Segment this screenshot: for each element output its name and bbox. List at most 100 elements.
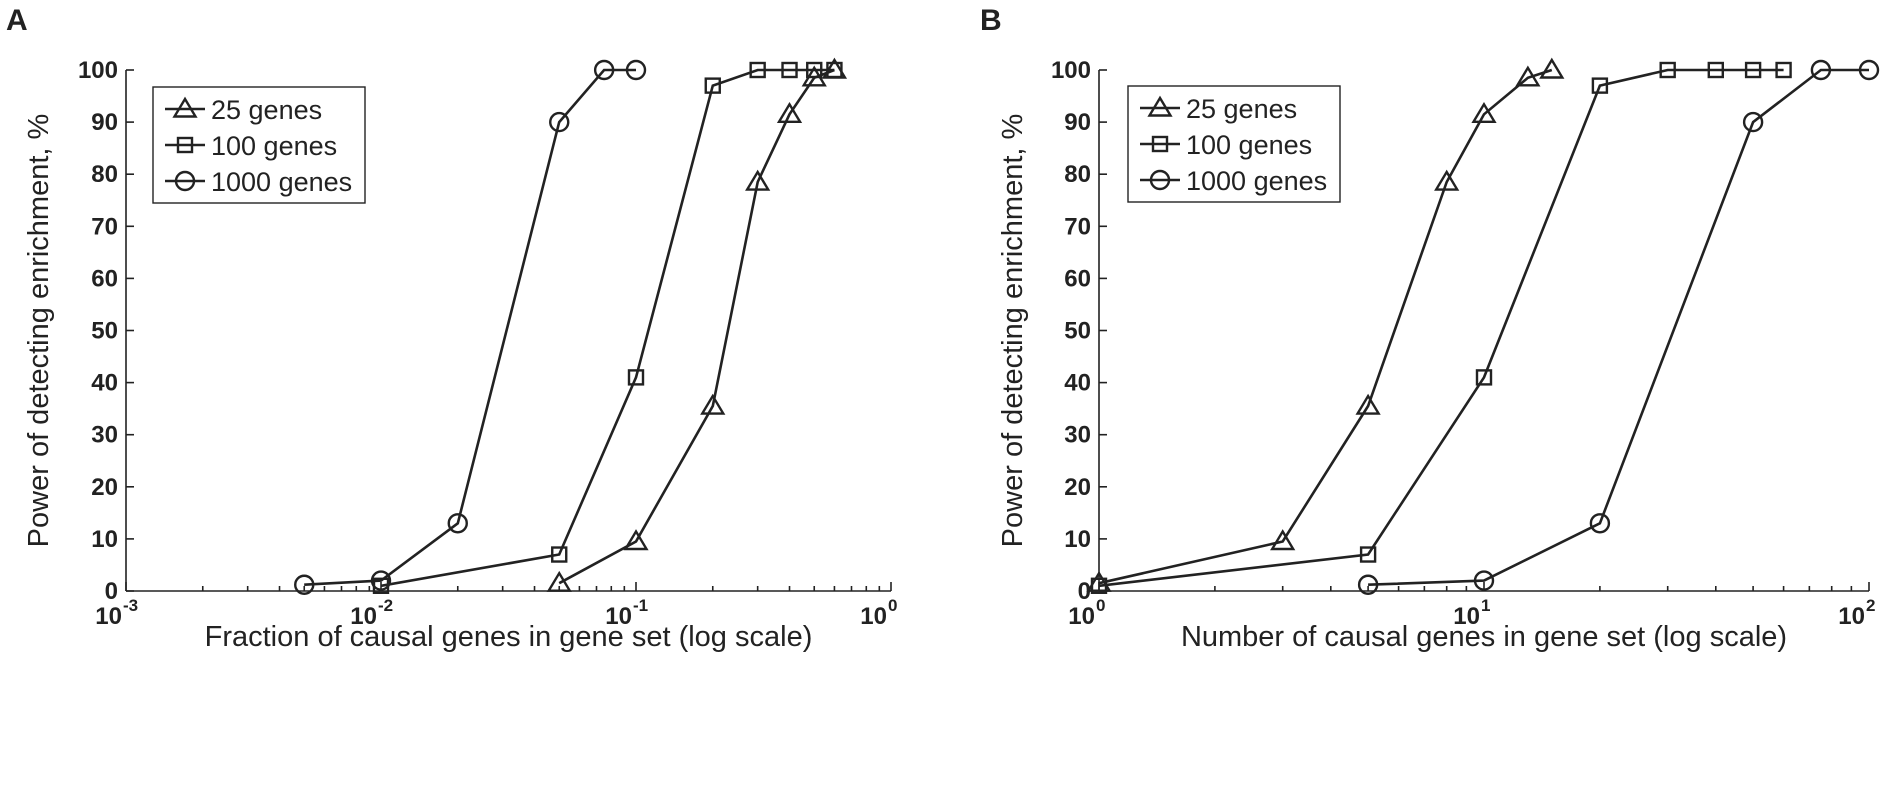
- data-point-circle: [1357, 574, 1379, 595]
- data-point-triangle: [1515, 65, 1541, 87]
- y-tick-label: 100: [78, 57, 118, 84]
- series-square: [1090, 61, 1792, 594]
- data-point-square: [627, 369, 645, 386]
- data-point-square: [1359, 546, 1377, 563]
- data-point-triangle: [1471, 101, 1497, 123]
- legend-label: 1000 genes: [1186, 166, 1327, 196]
- y-tick-label: 30: [91, 422, 118, 449]
- y-tick-label: 40: [91, 370, 118, 397]
- data-point-circle: [1810, 59, 1832, 81]
- y-axis-label: Power of detecting enrichment, %: [23, 114, 55, 548]
- data-point-triangle: [700, 393, 726, 415]
- y-axis-label: Power of detecting enrichment, %: [997, 114, 1029, 548]
- data-point-circle: [370, 570, 392, 591]
- x-tick-label-base: 10: [860, 603, 887, 630]
- legend-marker-triangle: [1147, 95, 1173, 117]
- legend-marker-square: [1151, 135, 1169, 153]
- data-point-triangle: [1086, 570, 1112, 592]
- legend-marker-square: [176, 136, 194, 154]
- data-point-circle: [625, 59, 647, 81]
- data-point-triangle: [776, 101, 803, 123]
- x-tick-label-base: 10: [1453, 603, 1480, 630]
- legend-label: 1000 genes: [211, 167, 352, 197]
- y-tick-label: 20: [91, 474, 118, 501]
- x-tick-label-base: 10: [1838, 603, 1865, 630]
- data-point-triangle: [623, 529, 649, 551]
- series-triangle: [546, 57, 848, 592]
- data-point-square: [826, 61, 843, 79]
- x-tick-label-exponent: 0: [1096, 596, 1105, 615]
- data-point-square: [1775, 61, 1792, 79]
- y-tick-label: 0: [105, 578, 118, 605]
- y-tick-label: 10: [91, 526, 118, 553]
- legend-label: 100 genes: [1186, 130, 1312, 160]
- x-tick-label-exponent: 1: [1481, 596, 1490, 615]
- y-tick-label: 20: [1064, 474, 1091, 501]
- y-tick-label: 10: [1064, 526, 1091, 553]
- legend: 25 genes 100 genes 1000 genes: [152, 86, 366, 204]
- x-tick-label-base: 10: [350, 603, 377, 630]
- x-tick-label-base: 10: [95, 603, 122, 630]
- data-point-triangle: [745, 169, 771, 191]
- y-tick-label: 40: [1064, 370, 1091, 397]
- panel-letter: B: [980, 4, 1002, 37]
- data-point-square: [1591, 77, 1609, 94]
- series-square: [372, 61, 843, 594]
- x-axis-label: Fraction of causal genes in gene set (lo…: [205, 621, 813, 653]
- data-point-square: [749, 61, 766, 79]
- data-point-square: [704, 77, 721, 94]
- legend-label: 100 genes: [211, 131, 337, 161]
- data-point-square: [1744, 61, 1762, 79]
- series-line: [304, 68, 636, 586]
- y-tick-label: 50: [1064, 318, 1091, 345]
- y-tick-label: 60: [1064, 265, 1091, 292]
- series-circle: [1357, 59, 1880, 595]
- series-line: [380, 68, 835, 588]
- x-tick-label-exponent: 0: [888, 596, 897, 615]
- data-point-square: [1659, 61, 1676, 79]
- data-point-triangle: [1270, 529, 1296, 551]
- data-point-square: [806, 61, 823, 79]
- legend-label: 25 genes: [211, 95, 322, 125]
- series-line: [1368, 68, 1869, 586]
- x-tick-label-exponent: -1: [633, 596, 648, 615]
- x-tick-label-exponent: 2: [1866, 596, 1875, 615]
- series-triangle: [1086, 57, 1565, 592]
- data-point-circle: [1473, 570, 1495, 591]
- y-tick-label: 80: [1064, 161, 1091, 188]
- y-tick-label: 30: [1064, 422, 1091, 449]
- data-point-square: [1090, 577, 1108, 594]
- legend-marker-triangle: [172, 96, 198, 118]
- data-point-triangle: [546, 570, 572, 592]
- series-line: [1098, 68, 1553, 585]
- data-point-square: [1475, 369, 1493, 386]
- legend-marker-circle: [174, 170, 196, 192]
- y-tick-label: 70: [91, 213, 118, 240]
- y-tick-label: 60: [91, 265, 118, 292]
- y-tick-label: 90: [91, 109, 118, 136]
- data-point-circle: [447, 513, 468, 534]
- x-tick-label-base: 10: [1068, 603, 1095, 630]
- x-tick-label-exponent: -3: [123, 596, 138, 615]
- data-point-square: [1707, 61, 1724, 79]
- y-tick-label: 70: [1064, 213, 1091, 240]
- y-tick-label: 80: [91, 161, 118, 188]
- data-point-circle: [1858, 59, 1880, 81]
- y-tick-label: 100: [1051, 57, 1091, 84]
- data-point-circle: [593, 59, 615, 81]
- legend: 25 genes 100 genes 1000 genes: [1127, 85, 1341, 203]
- data-point-circle: [1589, 513, 1611, 534]
- x-tick-label-base: 10: [605, 603, 632, 630]
- series-circle: [294, 59, 647, 595]
- data-point-triangle: [1434, 169, 1460, 191]
- legend-marker-circle: [1149, 169, 1171, 191]
- data-point-triangle: [1355, 393, 1381, 415]
- x-tick-label-exponent: -2: [378, 596, 393, 615]
- data-point-circle: [1742, 111, 1764, 133]
- data-point-square: [551, 546, 568, 563]
- legend-label: 25 genes: [1186, 94, 1297, 124]
- panel-letter: A: [6, 4, 28, 37]
